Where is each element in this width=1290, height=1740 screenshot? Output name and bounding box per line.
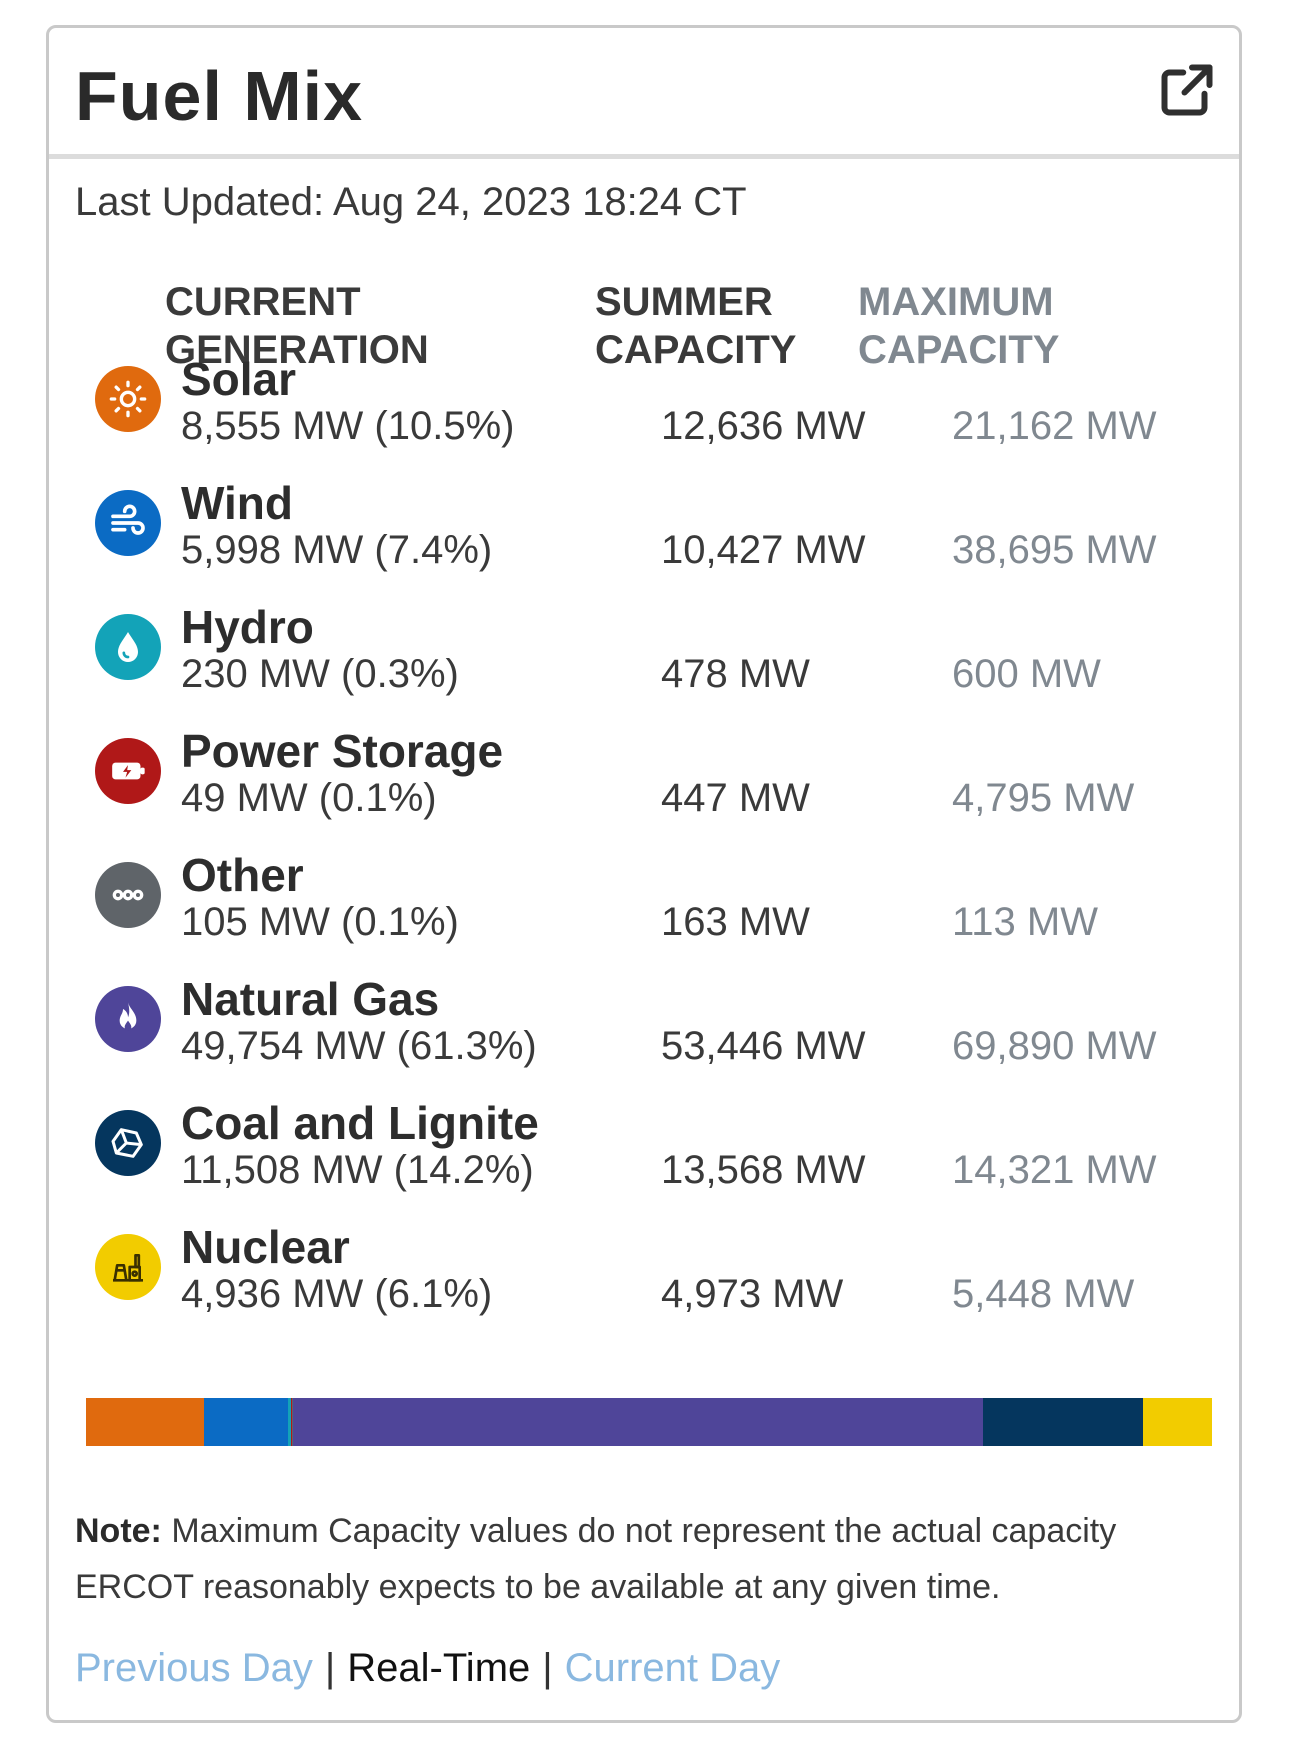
fuel-name: Hydro — [181, 601, 314, 653]
fuel-name: Solar — [181, 353, 297, 405]
fuel-name: Coal and Lignite — [181, 1097, 539, 1149]
fuel-summer-capacity: 447 MW — [661, 776, 810, 820]
mix-bar-segment-natural-gas — [293, 1398, 984, 1446]
mix-bar-segment-power-storage — [290, 1398, 293, 1446]
battery-icon — [95, 738, 161, 804]
current-day-link[interactable]: Current Day — [564, 1646, 781, 1690]
fuel-mix-stacked-bar — [86, 1398, 1212, 1446]
more-dots-icon — [95, 862, 161, 928]
card-title: Fuel Mix — [75, 57, 364, 135]
fuel-maximum-capacity: 600 MW — [952, 652, 1101, 696]
coal-rock-icon — [95, 1110, 161, 1176]
column-header-summer-capacity: SUMMER CAPACITY — [595, 280, 797, 372]
mix-bar-segment-solar — [86, 1398, 205, 1446]
card-header: Fuel Mix — [49, 28, 1239, 159]
fuel-summer-capacity: 53,446 MW — [661, 1024, 866, 1068]
flame-icon — [95, 986, 161, 1052]
fuel-name: Wind — [181, 477, 293, 529]
previous-day-link[interactable]: Previous Day — [75, 1646, 313, 1690]
fuel-current-generation: 11,508 MW (14.2%) — [181, 1148, 534, 1192]
last-updated: Last Updated: Aug 24, 2023 18:24 CT — [75, 180, 747, 224]
capacity-note: Note: Maximum Capacity values do not rep… — [75, 1503, 1195, 1615]
fuel-maximum-capacity: 5,448 MW — [952, 1272, 1135, 1316]
fuel-row-power-storage: Power Storage 49 MW (0.1%) 447 MW 4,795 … — [49, 724, 1239, 848]
fuel-current-generation: 105 MW (0.1%) — [181, 900, 459, 944]
mix-bar-segment-other — [292, 1398, 294, 1446]
fuel-maximum-capacity: 14,321 MW — [952, 1148, 1157, 1192]
fuel-current-generation: 4,936 MW (6.1%) — [181, 1272, 493, 1316]
fuel-maximum-capacity: 38,695 MW — [952, 528, 1157, 572]
fuel-row-other: Other 105 MW (0.1%) 163 MW 113 MW — [49, 848, 1239, 972]
fuel-row-hydro: Hydro 230 MW (0.3%) 478 MW 600 MW — [49, 600, 1239, 724]
external-link-icon[interactable] — [1157, 60, 1217, 120]
real-time-link: Real-Time — [347, 1646, 531, 1690]
fuel-row-solar: Solar 8,555 MW (10.5%) 12,636 MW 21,162 … — [49, 352, 1239, 476]
fuel-summer-capacity: 4,973 MW — [661, 1272, 844, 1316]
mix-bar-segment-hydro — [287, 1398, 291, 1446]
fuel-row-wind: Wind 5,998 MW (7.4%) 10,427 MW 38,695 MW — [49, 476, 1239, 600]
fuel-mix-card: Fuel Mix Last Updated: Aug 24, 2023 18:2… — [46, 25, 1242, 1723]
fuel-maximum-capacity: 21,162 MW — [952, 404, 1157, 448]
fuel-name: Other — [181, 849, 304, 901]
fuel-summer-capacity: 12,636 MW — [661, 404, 866, 448]
fuel-summer-capacity: 478 MW — [661, 652, 810, 696]
fuel-summer-capacity: 13,568 MW — [661, 1148, 866, 1192]
separator: | — [542, 1646, 553, 1690]
water-drop-icon — [95, 614, 161, 680]
fuel-maximum-capacity: 69,890 MW — [952, 1024, 1157, 1068]
fuel-name: Nuclear — [181, 1221, 350, 1273]
fuel-maximum-capacity: 4,795 MW — [952, 776, 1135, 820]
column-header-current-generation: CURRENT GENERATION — [165, 280, 429, 372]
separator: | — [324, 1646, 336, 1690]
footer-nav: Previous Day | Real-Time | Current Day — [75, 1646, 780, 1691]
mix-bar-segment-nuclear — [1143, 1398, 1212, 1446]
fuel-row-coal-and-lignite: Coal and Lignite 11,508 MW (14.2%) 13,56… — [49, 1096, 1239, 1220]
fuel-maximum-capacity: 113 MW — [952, 900, 1098, 944]
nuclear-plant-icon — [95, 1234, 161, 1300]
fuel-row-nuclear: Nuclear 4,936 MW (6.1%) 4,973 MW 5,448 M… — [49, 1220, 1239, 1344]
sun-icon — [95, 366, 161, 432]
fuel-current-generation: 5,998 MW (7.4%) — [181, 528, 493, 572]
fuel-row-natural-gas: Natural Gas 49,754 MW (61.3%) 53,446 MW … — [49, 972, 1239, 1096]
column-header-maximum-capacity: MAXIMUM CAPACITY — [858, 280, 1060, 372]
mix-bar-segment-coal-and-lignite — [983, 1398, 1144, 1446]
wind-icon — [95, 490, 161, 556]
fuel-summer-capacity: 10,427 MW — [661, 528, 866, 572]
fuel-current-generation: 8,555 MW (10.5%) — [181, 404, 515, 448]
mix-bar-segment-wind — [204, 1398, 288, 1446]
fuel-summer-capacity: 163 MW — [661, 900, 810, 944]
fuel-name: Power Storage — [181, 725, 504, 777]
note-text: Maximum Capacity values do not represent… — [75, 1512, 1117, 1606]
fuel-current-generation: 49,754 MW (61.3%) — [181, 1024, 537, 1068]
fuel-current-generation: 230 MW (0.3%) — [181, 652, 459, 696]
note-label: Note: — [75, 1512, 162, 1550]
fuel-name: Natural Gas — [181, 973, 440, 1025]
fuel-current-generation: 49 MW (0.1%) — [181, 776, 437, 820]
